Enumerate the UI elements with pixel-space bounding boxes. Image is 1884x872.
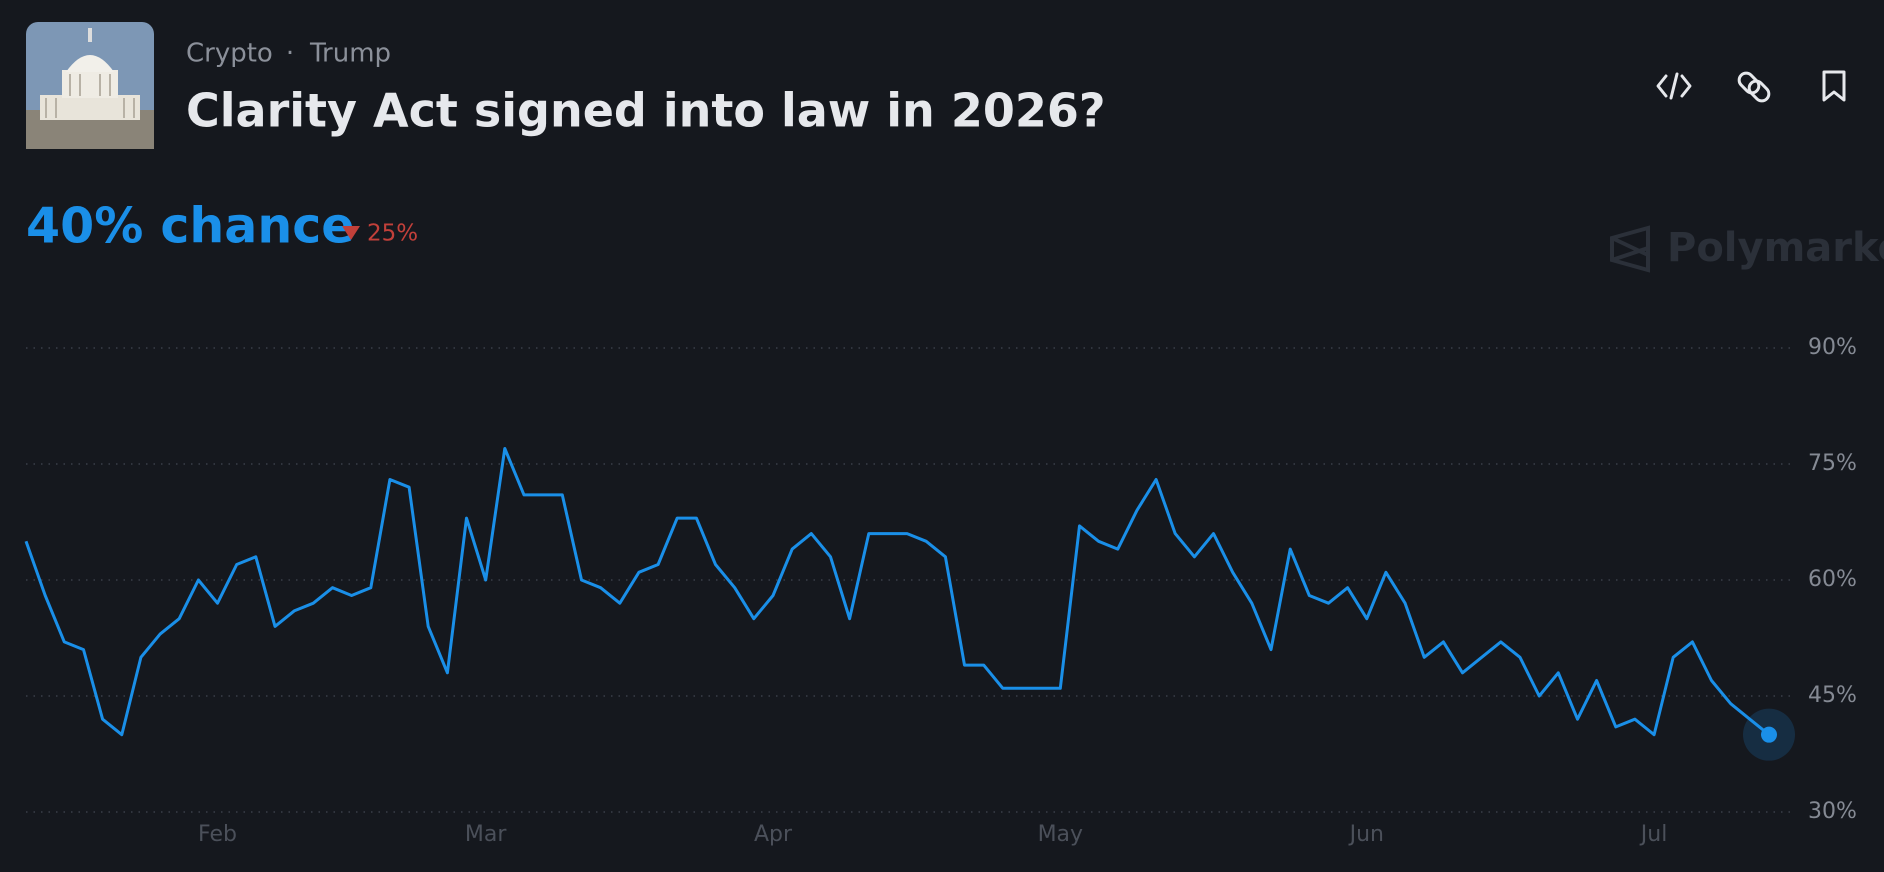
brand-name: Polymarket — [1667, 225, 1884, 271]
bookmark-button[interactable] — [1822, 70, 1846, 102]
tag[interactable]: Crypto — [186, 39, 273, 69]
brand-watermark: Polymarket — [1610, 225, 1884, 273]
price-line — [24, 447, 1770, 737]
current-chance: 40% chance — [26, 198, 355, 255]
y-tick-label: 75% — [1808, 451, 1857, 476]
x-tick-label: Feb — [198, 822, 237, 847]
market-image — [26, 22, 154, 149]
y-tick-label: 45% — [1808, 683, 1857, 708]
x-tick-label: Jun — [1348, 822, 1384, 847]
y-tick-label: 90% — [1808, 335, 1857, 360]
y-tick-label: 30% — [1808, 799, 1857, 824]
last-point — [1761, 726, 1777, 743]
plot-area: 30% 45% 60% 75% 90% Feb Mar Apr May Jun Jul — [24, 335, 1857, 847]
x-tick-label: Jul — [1639, 822, 1668, 847]
copy-link-button[interactable] — [1736, 70, 1771, 103]
y-tick-label: 60% — [1808, 567, 1857, 592]
embed-button[interactable] — [1656, 72, 1692, 100]
tag[interactable]: Trump — [309, 39, 391, 69]
change-arrow — [342, 226, 360, 240]
change-value: 25% — [367, 221, 418, 247]
x-tick-label: Apr — [754, 822, 793, 847]
x-tick-label: May — [1038, 822, 1083, 847]
x-tick-label: Mar — [465, 822, 507, 847]
tag-separator: · — [286, 39, 294, 69]
market-title: Clarity Act signed into law in 2026? — [186, 84, 1106, 138]
